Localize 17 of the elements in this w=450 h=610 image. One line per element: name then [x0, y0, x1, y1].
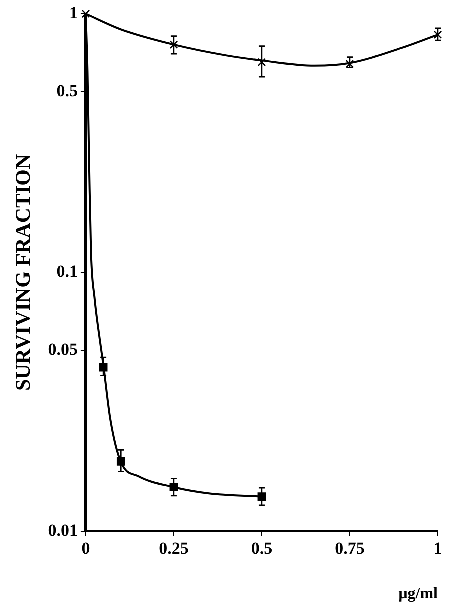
y-tick-label: 1	[69, 3, 78, 22]
x-axis-title: µg/ml	[398, 586, 439, 603]
point	[170, 40, 178, 50]
point	[82, 10, 90, 18]
y-tick-label: 0.5	[56, 81, 78, 100]
point	[434, 30, 442, 40]
x-tick-label: 0.25	[159, 538, 189, 558]
y-tick-label: 0.01	[48, 520, 78, 540]
point	[258, 58, 266, 67]
x-tick-label: 1	[434, 538, 442, 558]
y-axis-title: SURVIVING FRACTION	[11, 154, 36, 392]
point	[346, 60, 354, 68]
x-tick-label: 0	[82, 538, 90, 558]
x-tick-label: 0.5	[251, 538, 273, 558]
y-tick-label: 0.05	[48, 340, 78, 359]
x-tick-label: 0.75	[335, 538, 365, 558]
y-tick-label: 0.1	[56, 262, 78, 282]
